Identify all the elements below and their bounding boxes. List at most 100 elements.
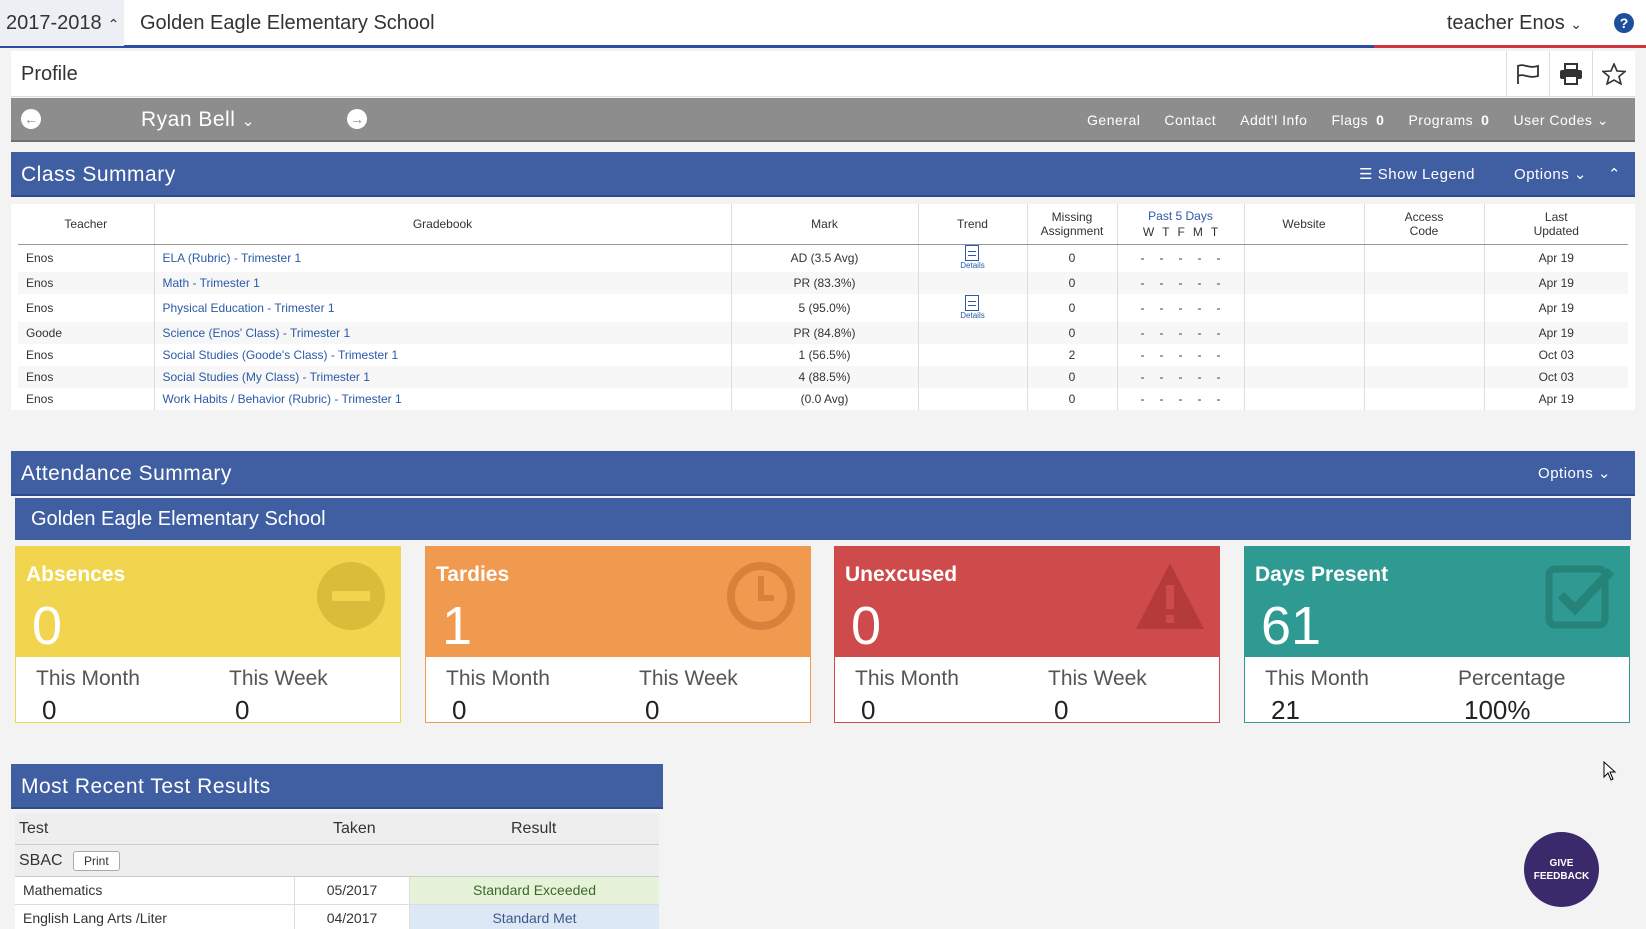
test-group-name: SBAC [19, 852, 63, 869]
previous-student-button[interactable]: ← [21, 109, 41, 129]
day-value: - [1140, 348, 1145, 362]
tab-addtl-info[interactable]: Addt'l Info [1228, 98, 1319, 142]
past-5-days-cell: ----- [1116, 366, 1244, 388]
card-sub-value: 0 [861, 695, 876, 725]
details-icon[interactable]: Details [960, 245, 985, 271]
teacher-cell: Enos [26, 301, 54, 315]
col-access-code: Access Code [1363, 204, 1484, 245]
table-row: English Lang Arts /Liter 04/2017 Standar… [15, 905, 659, 929]
attendance-options-button[interactable]: Options ⌄ [1538, 451, 1611, 496]
print-button[interactable]: Print [73, 851, 120, 871]
options-label: Options [1514, 166, 1570, 183]
last-updated-cell: Oct 03 [1483, 366, 1628, 388]
col-mark: Mark [730, 204, 918, 245]
favorite-button[interactable] [1592, 51, 1635, 97]
day-value: - [1178, 326, 1183, 340]
tardies-card: Tardies 1 This Month 0 This Week 0 [425, 546, 811, 725]
mark-cell: (0.0 Avg) [730, 388, 918, 410]
day-value: - [1197, 370, 1202, 384]
details-label: Details [960, 311, 985, 320]
show-legend-button[interactable]: ☰ Show Legend [1359, 152, 1475, 197]
collapse-button[interactable]: ⌃ [1608, 152, 1621, 197]
chevron-down-icon: ⌄ [1597, 465, 1611, 482]
gradebook-cell: ELA (Rubric) - Trimester 1 [153, 244, 731, 272]
website-cell [1243, 244, 1364, 272]
table-row: Enos Work Habits / Behavior (Rubric) - Tr… [18, 388, 1628, 410]
page-title: Profile [21, 63, 78, 85]
card-bottom: This Month 0 This Week 0 [16, 657, 400, 725]
day-value: - [1140, 301, 1145, 315]
day-value: - [1178, 301, 1183, 315]
card-label: Unexcused [845, 563, 958, 586]
day-label: T [1162, 224, 1170, 239]
card-label: Days Present [1255, 563, 1389, 586]
flag-button[interactable] [1506, 51, 1549, 97]
gradebook-link[interactable]: Social Studies (Goode's Class) - Trimest… [162, 348, 399, 362]
help-icon[interactable]: ? [1614, 13, 1634, 33]
school-year-selector[interactable]: 2017-2018 ⌃ [0, 0, 124, 46]
day-value: - [1216, 276, 1221, 290]
table-row: Enos Math - Trimester 1 PR (83.3%) 0- - - - - Ap… [18, 272, 1628, 294]
table-row: Enos Social Studies (Goode's Class) - Tri… [18, 344, 1628, 366]
gradebook-link[interactable]: Social Studies (My Class) - Trimester 1 [162, 370, 370, 384]
details-icon[interactable]: Details [960, 295, 985, 320]
table-row: Mathematics 05/2017 Standard Exceeded [15, 877, 659, 905]
tab-general[interactable]: General [1075, 98, 1152, 142]
day-value: - [1216, 301, 1221, 315]
tab-programs[interactable]: Programs 0 [1396, 98, 1501, 142]
header-text: Code [1409, 223, 1439, 238]
day-value: - [1197, 251, 1202, 266]
flags-count: 0 [1376, 112, 1385, 128]
print-button[interactable] [1549, 51, 1592, 97]
gradebook-link[interactable]: ELA (Rubric) - Trimester 1 [162, 251, 302, 266]
mouse-cursor-icon [1603, 761, 1617, 781]
past-5-days-values: ----- [1118, 276, 1244, 290]
card-sub-label: This Month [1265, 667, 1369, 690]
teacher-cell: Enos [18, 272, 154, 294]
missing-cell: 0 [1026, 322, 1117, 344]
next-student-button[interactable]: → [347, 109, 367, 129]
website-cell [1243, 344, 1364, 366]
student-selector[interactable]: Ryan Bell ⌄ [141, 98, 255, 144]
gradebook-link[interactable]: Physical Education - Trimester 1 [162, 301, 335, 315]
gradebook-link[interactable]: Science (Enos' Class) - Trimester 1 [162, 326, 351, 340]
list-icon: ☰ [1359, 166, 1374, 183]
tab-user-codes[interactable]: User Codes ⌄ [1501, 98, 1621, 142]
col-gradebook: Gradebook [153, 204, 731, 245]
trend-cell [917, 272, 1027, 294]
details-label: Details [960, 261, 985, 271]
class-summary-table: Teacher Gradebook Mark Trend Missing Assi… [11, 204, 1635, 410]
card-label: Tardies [436, 563, 510, 586]
absences-card: Absences 0 This Month 0 This Week 0 [15, 546, 401, 725]
chevron-down-icon: ⌄ [1573, 166, 1587, 183]
col-last-updated: Last Updated [1483, 204, 1628, 245]
tab-flags[interactable]: Flags 0 [1319, 98, 1396, 142]
check-square-icon [1545, 565, 1615, 629]
card-sub-value: 0 [452, 695, 467, 725]
gradebook-link[interactable]: Math - Trimester 1 [162, 276, 260, 290]
table-row: Enos ELA (Rubric) - Trimester 1 AD (3.5 Av… [18, 244, 1628, 272]
card-sub-value: 0 [1054, 695, 1069, 725]
clock-icon [727, 562, 795, 630]
card-sub-value: 100% [1464, 695, 1531, 725]
day-value: - [1140, 326, 1145, 340]
printer-icon [1560, 63, 1582, 85]
past-5-days-values: ----- [1118, 251, 1244, 265]
user-menu[interactable]: teacher Enos ⌄ [1447, 0, 1582, 47]
access-code-cell [1363, 344, 1484, 366]
teacher-cell: Enos [26, 348, 54, 362]
warning-icon [1136, 563, 1204, 629]
past-5-days-cell: ----- [1116, 388, 1244, 410]
day-value: - [1140, 370, 1145, 384]
gradebook-link[interactable]: Work Habits / Behavior (Rubric) - Trimes… [162, 392, 402, 406]
col-missing: Missing Assignment [1026, 204, 1117, 245]
card-value: 0 [851, 596, 882, 656]
give-feedback-button[interactable]: GIVE FEEDBACK [1524, 832, 1599, 907]
student-nav-bar: ← Ryan Bell ⌄ → General Contact Addt'l I… [11, 98, 1635, 142]
class-options-button[interactable]: Options ⌄ [1514, 152, 1587, 197]
chevron-down-icon: ⌄ [1596, 112, 1609, 128]
user-name: teacher Enos [1446, 12, 1565, 34]
day-value: - [1159, 370, 1164, 384]
tab-contact[interactable]: Contact [1152, 98, 1228, 142]
top-bar: 2017-2018 ⌃ Golden Eagle Elementary Schoo… [0, 0, 1646, 48]
